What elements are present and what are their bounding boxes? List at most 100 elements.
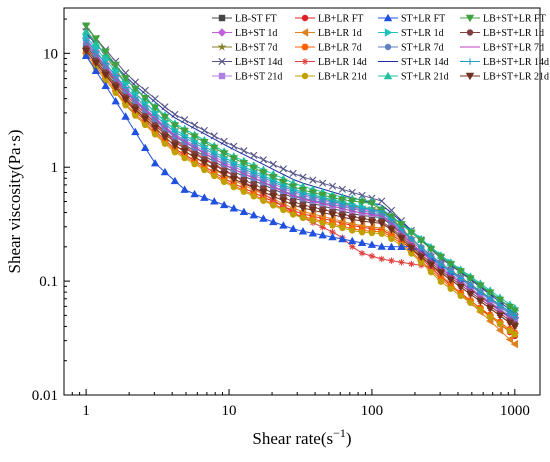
data-point [511,331,519,338]
legend-marker [465,14,475,23]
legend-item: ST+LR 14d [378,57,449,68]
data-point [318,191,327,200]
data-point [161,140,169,147]
data-point [101,48,110,56]
legend-item: LB+ST+LR 14d [460,57,549,68]
data-point [407,229,416,237]
data-point [161,103,169,111]
data-point [190,153,199,162]
legend-label: ST+LR 7d [401,43,444,54]
data-point [270,202,277,209]
data-point [240,147,248,155]
data-point [339,200,346,208]
data-point [122,88,129,96]
data-point [397,235,406,243]
data-point [191,160,198,168]
data-point [476,298,485,306]
data-point [210,197,219,205]
legend-item: LB+LR 7d [295,43,362,54]
data-point [329,198,336,205]
data-point [250,170,257,177]
series-18 [82,37,519,319]
data-point [92,48,100,56]
data-point [151,131,159,138]
data-point [141,86,149,94]
legend-marker [466,29,474,36]
data-point [111,84,120,92]
data-point [319,219,326,227]
legend-marker [465,72,475,81]
data-point [180,148,189,156]
data-point [397,242,406,251]
data-point [250,193,257,200]
data-point [211,150,218,158]
data-point [436,269,446,277]
y-tick-label: 0.1 [39,274,58,290]
data-point [367,240,377,248]
data-point [339,224,346,232]
data-point [328,232,337,241]
data-point [200,159,209,167]
legend-label: LB+LR 7d [318,43,362,54]
data-point [102,60,109,67]
data-point [249,164,258,173]
data-point [408,235,415,242]
data-point [387,206,396,214]
legend-label: LB+ST+LR 21d [483,72,549,83]
data-point [348,216,357,224]
data-point [378,255,385,263]
legend-item: ST+LR 7d [378,43,444,54]
data-point [348,188,356,196]
legend-label: LB+ST 7d [235,43,277,54]
data-point [368,206,376,213]
data-point [447,268,454,275]
data-point [338,213,347,222]
series-9 [82,52,519,338]
data-point [456,268,465,276]
legend-marker [301,14,309,22]
series-19 [81,47,520,331]
data-point [279,197,288,205]
data-point [308,229,318,237]
data-point [230,183,238,191]
legend-marker [383,13,393,22]
data-point [357,238,367,247]
legend-item: LB+ST+LR 7d [460,43,544,54]
legend-marker [384,28,393,37]
data-point [170,122,180,130]
legend-label: LB+ST+LR 14d [483,57,549,68]
series-15 [81,22,520,315]
data-point [220,156,228,163]
data-point [112,76,119,84]
data-point [467,281,474,289]
data-point [150,124,160,133]
legend-marker [217,42,227,51]
data-point [219,150,229,158]
legend-item: LB+ST 14d [212,57,282,68]
data-point [358,229,366,236]
data-point [180,185,189,193]
data-point [220,178,228,186]
data-point [495,326,504,335]
data-point [510,339,519,349]
data-point [269,160,277,168]
data-point [456,283,465,292]
data-point [495,296,505,305]
y-tick-label: 0.01 [32,388,58,404]
data-point [131,85,140,94]
data-point [122,102,129,109]
data-point [288,201,298,210]
data-point [81,51,91,60]
data-point [388,235,395,242]
data-point [505,335,514,344]
data-point [477,288,484,296]
data-point [486,295,494,302]
data-point [408,250,415,257]
data-point [357,198,367,207]
y-axis-title: Shear viscosity(Pa·s) [5,129,24,273]
data-point [170,176,180,185]
data-point [298,227,308,235]
legend-item: LB+LR 1d [295,28,362,39]
legend-marker [218,57,226,66]
